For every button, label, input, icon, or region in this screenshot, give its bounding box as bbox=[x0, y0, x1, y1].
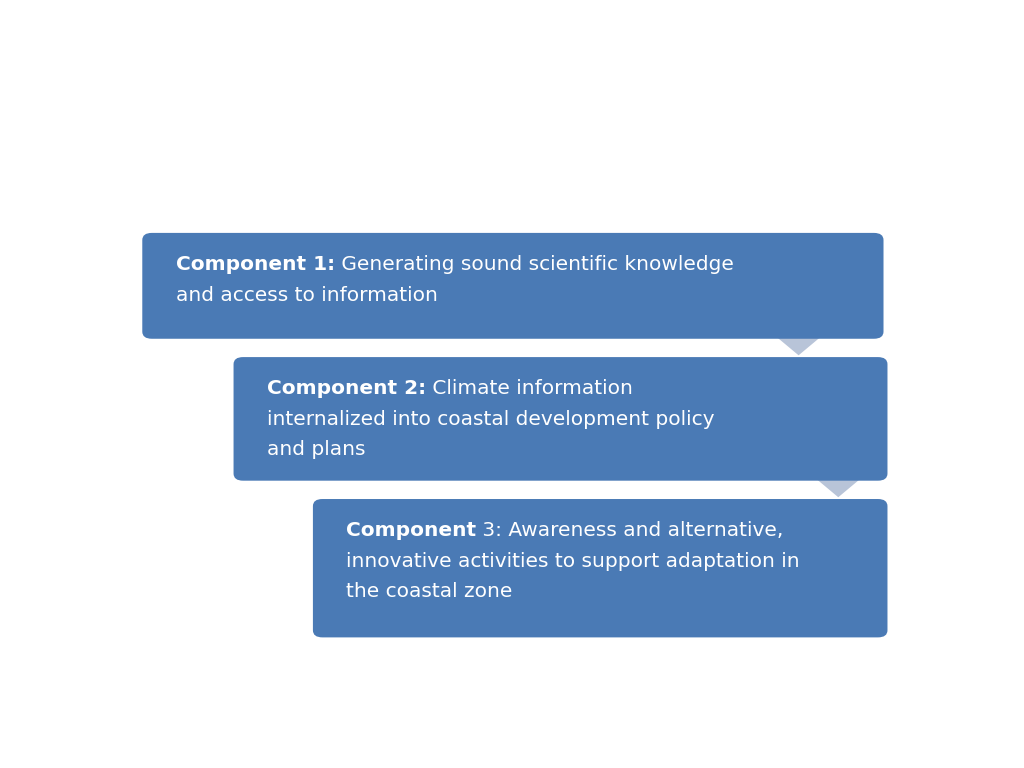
Text: the coastal zone: the coastal zone bbox=[346, 582, 513, 601]
Text: and access to information: and access to information bbox=[176, 286, 437, 305]
Text: internalized into coastal development policy: internalized into coastal development po… bbox=[267, 409, 715, 429]
Text: Component: Component bbox=[346, 521, 476, 540]
Polygon shape bbox=[753, 317, 845, 356]
Text: 3: Awareness and alternative,: 3: Awareness and alternative, bbox=[476, 521, 783, 540]
Polygon shape bbox=[793, 458, 885, 497]
FancyBboxPatch shape bbox=[233, 357, 888, 481]
Text: Component 1:: Component 1: bbox=[176, 255, 335, 273]
FancyBboxPatch shape bbox=[313, 499, 888, 637]
Text: Generating sound scientific knowledge: Generating sound scientific knowledge bbox=[335, 255, 733, 273]
FancyBboxPatch shape bbox=[142, 233, 884, 339]
Text: innovative activities to support adaptation in: innovative activities to support adaptat… bbox=[346, 551, 800, 571]
Text: Component 2:: Component 2: bbox=[267, 379, 426, 398]
Text: and plans: and plans bbox=[267, 441, 366, 459]
Text: Climate information: Climate information bbox=[426, 379, 633, 398]
